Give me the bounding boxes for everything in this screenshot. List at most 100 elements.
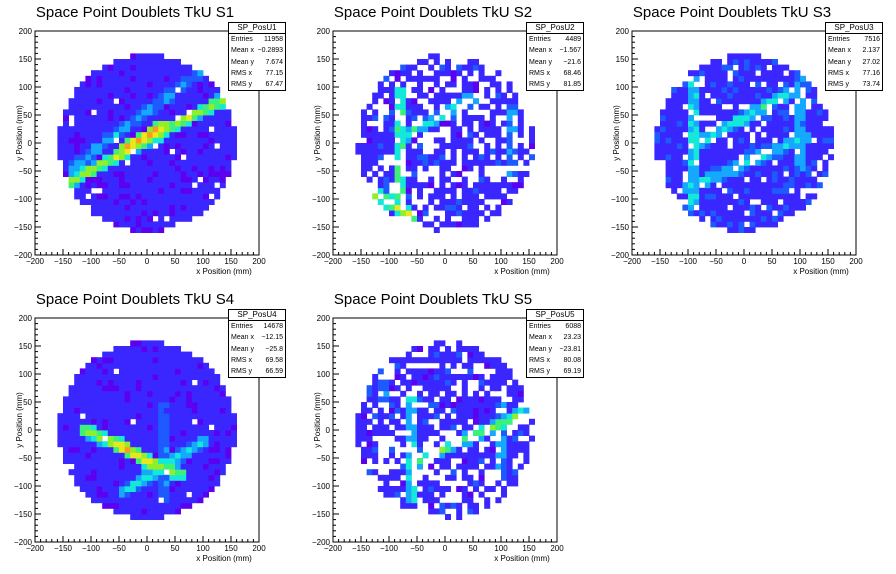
histogram-bin bbox=[772, 59, 778, 65]
histogram-bin bbox=[467, 362, 474, 369]
histogram-bin bbox=[456, 357, 463, 364]
histogram-bin bbox=[124, 396, 131, 403]
histogram-bin bbox=[760, 126, 767, 133]
histogram-bin bbox=[147, 126, 153, 133]
histogram-bin bbox=[79, 193, 86, 200]
histogram-bin bbox=[79, 441, 86, 448]
histogram-bin bbox=[489, 193, 496, 200]
histogram-bin bbox=[197, 368, 204, 375]
histogram-bin bbox=[417, 435, 423, 442]
histogram-bin bbox=[113, 109, 120, 116]
histogram-bin bbox=[461, 159, 468, 166]
histogram-bin bbox=[772, 75, 778, 82]
histogram-bin bbox=[422, 126, 429, 133]
histogram-bin bbox=[208, 452, 215, 459]
histogram-bin bbox=[141, 418, 148, 425]
histogram-bin bbox=[428, 508, 435, 515]
histogram-bin bbox=[473, 430, 479, 436]
histogram-bin bbox=[495, 126, 502, 133]
histogram-bin bbox=[191, 407, 198, 414]
stats-row: RMS y 66.59 bbox=[229, 366, 285, 377]
histogram-bin bbox=[654, 131, 661, 138]
histogram-bin bbox=[473, 374, 479, 380]
histogram-bin bbox=[389, 452, 395, 459]
histogram-bin bbox=[102, 193, 109, 200]
histogram-bin bbox=[130, 204, 137, 211]
histogram-bin bbox=[811, 182, 818, 189]
histogram-bin bbox=[214, 165, 221, 172]
histogram-bin bbox=[428, 53, 435, 60]
histogram-bin bbox=[772, 81, 778, 88]
histogram-bin bbox=[772, 92, 778, 99]
histogram-bin bbox=[102, 379, 109, 386]
histogram-bin bbox=[96, 70, 103, 77]
histogram-bin bbox=[91, 137, 97, 144]
histogram-bin bbox=[63, 165, 69, 172]
histogram-bin bbox=[400, 362, 407, 369]
histogram-bin bbox=[219, 385, 226, 392]
histogram-bin bbox=[175, 424, 181, 431]
histogram-bin bbox=[411, 148, 418, 155]
histogram-bin bbox=[191, 92, 198, 99]
histogram-bin bbox=[107, 199, 114, 205]
histogram-bin bbox=[113, 424, 120, 431]
histogram-bin bbox=[107, 480, 114, 487]
histogram-bin bbox=[501, 137, 507, 144]
histogram-bin bbox=[102, 159, 109, 166]
histogram-bin bbox=[96, 491, 103, 498]
histogram-bin bbox=[208, 92, 215, 99]
histogram-bin bbox=[135, 131, 142, 138]
histogram-bin bbox=[225, 148, 232, 155]
histogram-bin bbox=[383, 98, 390, 105]
histogram-bin bbox=[91, 435, 97, 442]
histogram-bin bbox=[699, 64, 706, 71]
histogram-bin bbox=[716, 199, 722, 205]
histogram-bin bbox=[744, 64, 750, 71]
histogram-bin bbox=[135, 430, 142, 436]
histogram-bin bbox=[445, 199, 451, 205]
histogram-bin bbox=[96, 148, 103, 155]
histogram-bin bbox=[130, 508, 137, 515]
histogram-bin bbox=[766, 199, 773, 205]
histogram-bin bbox=[147, 491, 153, 498]
histogram-bin bbox=[135, 508, 142, 515]
y-tick-label: 0 bbox=[28, 139, 33, 148]
histogram-bin bbox=[794, 115, 801, 121]
histogram-bin bbox=[135, 480, 142, 487]
histogram-bin bbox=[478, 154, 485, 161]
histogram-bin bbox=[461, 143, 468, 149]
histogram-bin bbox=[716, 103, 722, 110]
histogram-bin bbox=[501, 193, 507, 200]
histogram-bin bbox=[141, 340, 148, 347]
histogram-bin bbox=[732, 221, 739, 228]
histogram-bin bbox=[478, 491, 485, 498]
histogram-bin bbox=[219, 441, 226, 448]
histogram-bin bbox=[107, 446, 114, 453]
histogram-bin bbox=[169, 396, 176, 403]
histogram-bin bbox=[79, 480, 86, 487]
histogram-bin bbox=[191, 469, 198, 476]
histogram-bin bbox=[175, 131, 181, 138]
histogram-bin bbox=[107, 407, 114, 414]
histogram-bin bbox=[63, 407, 69, 414]
histogram-bin bbox=[141, 92, 148, 99]
histogram-bin bbox=[394, 385, 401, 392]
histogram-bin bbox=[57, 131, 64, 138]
histogram-bin bbox=[766, 120, 773, 127]
histogram-bin bbox=[693, 87, 700, 93]
histogram-bin bbox=[180, 115, 187, 121]
histogram-bin bbox=[405, 463, 412, 470]
histogram-bin bbox=[417, 143, 423, 149]
x-axis-label: x Position (mm) bbox=[196, 554, 252, 563]
histogram-bin bbox=[135, 143, 142, 149]
histogram-bin bbox=[473, 210, 479, 217]
histogram-bin bbox=[788, 92, 795, 99]
histogram-bin bbox=[214, 87, 221, 93]
histogram-bin bbox=[208, 379, 215, 386]
y-tick-label: 0 bbox=[326, 139, 331, 148]
histogram-bin bbox=[489, 115, 496, 121]
histogram-bin bbox=[197, 357, 204, 364]
histogram-bin bbox=[755, 75, 762, 82]
histogram-bin bbox=[186, 374, 193, 380]
histogram-bin bbox=[484, 126, 491, 133]
